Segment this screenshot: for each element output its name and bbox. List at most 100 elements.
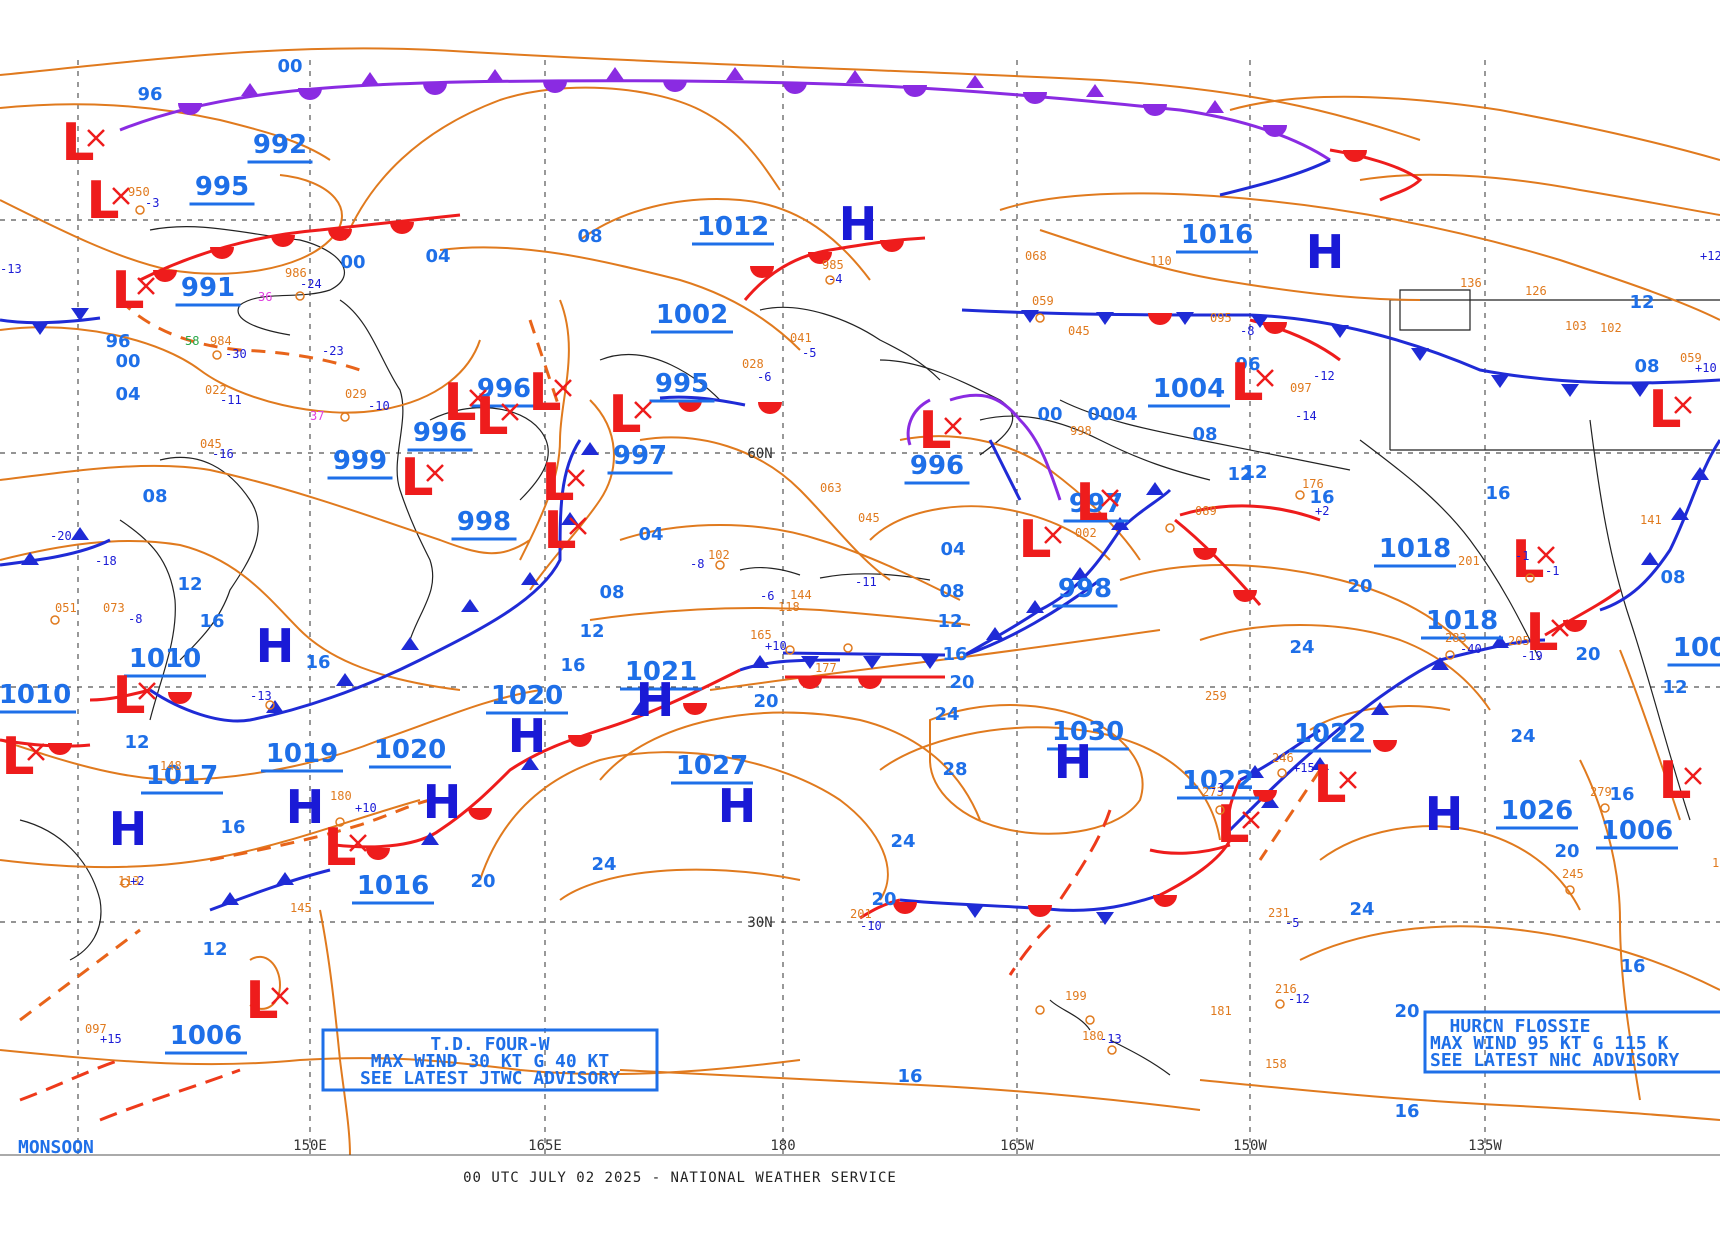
- warm-front-bump: [903, 85, 927, 97]
- station-plot-value: 144: [790, 588, 812, 602]
- meridian-label: 150E: [293, 1138, 327, 1154]
- cold-front-barb: [266, 700, 284, 713]
- isobar-label: 08: [599, 582, 624, 603]
- station-plot-value: -18: [95, 554, 117, 568]
- cold-front-barb: [1431, 657, 1449, 670]
- station-circle: [295, 291, 305, 301]
- station-plot-value: -3: [1210, 781, 1224, 795]
- cold-front-barb: [1671, 507, 1689, 520]
- isobar-label: 20: [753, 691, 778, 712]
- station-plot-value: 097: [85, 1022, 107, 1036]
- isobar-label: 20: [1554, 841, 1579, 862]
- isobar-label: 04: [425, 246, 450, 267]
- pressure-value: 1026: [1501, 796, 1573, 826]
- low-center-mark: [271, 987, 289, 1005]
- warm-front-bump: [178, 103, 202, 115]
- station-plot-value: 176: [1302, 477, 1324, 491]
- pressure-value: 1020: [491, 681, 563, 711]
- advisory-line: SEE LATEST NHC ADVISORY: [1430, 1050, 1679, 1071]
- station-plot-value: -13: [1100, 1032, 1122, 1046]
- low-pressure-center: L: [1, 727, 34, 787]
- station-plot-value: -6: [757, 370, 771, 384]
- isobar-label: 16: [1394, 1101, 1419, 1122]
- isobar-label: 04: [115, 384, 140, 405]
- station-plot-value: -12: [1288, 992, 1310, 1006]
- station-plot-value: 045: [200, 437, 222, 451]
- low-pressure-center: L: [543, 501, 576, 561]
- warm-front-bump: [798, 677, 822, 689]
- high-pressure-center: H: [508, 709, 547, 763]
- cold-front-barb: [726, 67, 744, 80]
- high-pressure-center: H: [423, 775, 462, 829]
- high-pressure-center: H: [718, 779, 757, 833]
- station-plot-value: -10: [860, 919, 882, 933]
- warm-front-bump: [1148, 313, 1172, 325]
- pressure-value: 1022: [1182, 766, 1254, 796]
- station-plot-value: -3: [145, 196, 159, 210]
- low-pressure-center: L: [1313, 755, 1346, 815]
- isobar-label: 12: [937, 611, 962, 632]
- low-center-mark: [349, 834, 367, 852]
- cold-front-barb: [1176, 312, 1194, 325]
- station-plot-value: 279: [1590, 785, 1612, 799]
- isobar-label: 12: [1227, 464, 1252, 485]
- warm-front-bump: [1563, 620, 1587, 632]
- pressure-value: 1006: [1601, 816, 1673, 846]
- isobar-label: 04: [1112, 404, 1137, 425]
- station-circle: [1600, 803, 1610, 813]
- station-plot-value: 103: [1565, 319, 1587, 333]
- warm-front-bump: [1153, 895, 1177, 907]
- station-circle: [120, 878, 130, 888]
- isobar-label: 00: [1037, 404, 1062, 425]
- station-circle: [825, 275, 835, 285]
- station-plot-value: -19: [1521, 649, 1543, 663]
- pressure-value: 1027: [676, 751, 748, 781]
- pressure-value: 997: [613, 441, 667, 471]
- low-pressure-center: L: [323, 818, 356, 878]
- cold-front-barb: [1371, 702, 1389, 715]
- isobar-label: 24: [1349, 899, 1374, 920]
- station-plot-value: 102: [708, 548, 730, 562]
- station-plot-value: 136: [1460, 276, 1482, 290]
- advisory-flossie: HURCN FLOSSIE MAX WIND 95 KT G 115 K SEE…: [1423, 1010, 1720, 1074]
- low-center-mark: [138, 682, 156, 700]
- station-circle: [785, 645, 795, 655]
- isobar-label: 08: [1192, 424, 1217, 445]
- isobar-label: 96: [105, 331, 130, 352]
- station-circle: [335, 817, 345, 827]
- station-plot-value: 051: [55, 601, 77, 615]
- station-plot-value: 022: [205, 383, 227, 397]
- station-circle: [1445, 650, 1455, 660]
- warm-front-bump: [390, 222, 414, 234]
- station-plot-value: -14: [1295, 409, 1317, 423]
- station-plot-value: 028: [742, 357, 764, 371]
- pressure-value: 996: [413, 418, 467, 448]
- low-pressure-center: L: [443, 373, 476, 433]
- pressure-value: 1018: [1379, 534, 1451, 564]
- pressure-value: 999: [333, 446, 387, 476]
- meridian-label: 165E: [528, 1138, 562, 1154]
- isobar-label: 20: [470, 871, 495, 892]
- isobar-label: 12: [177, 574, 202, 595]
- warm-front-bump: [683, 703, 707, 715]
- isobar-label: 08: [939, 581, 964, 602]
- pressure-value: 1016: [1181, 220, 1253, 250]
- high-pressure-center: H: [256, 619, 295, 673]
- low-center-mark: [1256, 369, 1274, 387]
- warm-front-bump: [423, 83, 447, 95]
- cold-front-barb: [71, 527, 89, 540]
- pressure-value: 996: [910, 451, 964, 481]
- warm-front-bump: [468, 808, 492, 820]
- station-plot-value: +12: [1700, 249, 1720, 263]
- low-pressure-center: L: [86, 171, 119, 231]
- cold-front-barb: [1246, 765, 1264, 778]
- station-plot-value: 180: [330, 789, 352, 803]
- station-plot-value: -11: [855, 575, 877, 589]
- low-center-mark: [112, 187, 130, 205]
- cold-front-barb: [401, 637, 419, 650]
- high-pressure-center: H: [286, 780, 325, 834]
- low-center-mark: [137, 277, 155, 295]
- isobar-label: 00: [277, 56, 302, 77]
- station-plot-value: 118: [778, 600, 800, 614]
- low-center-mark: [1684, 767, 1702, 785]
